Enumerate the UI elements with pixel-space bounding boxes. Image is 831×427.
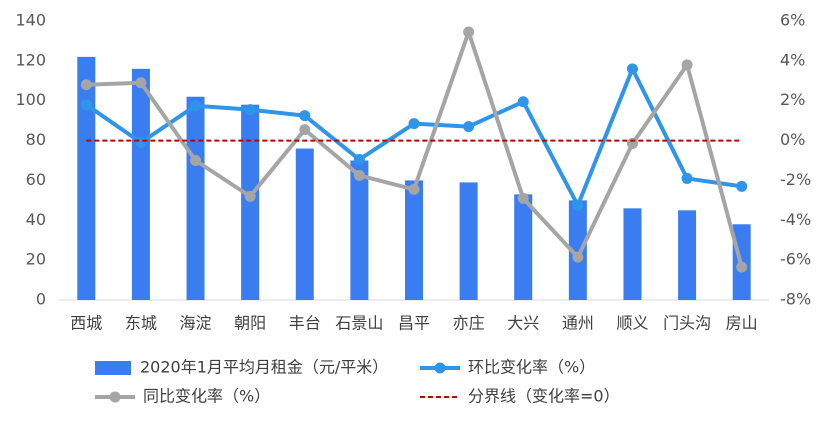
x-tick-label: 石景山 — [335, 314, 383, 333]
point — [353, 154, 365, 166]
y2-tick-label: 4% — [780, 50, 805, 69]
x-tick-label: 丰台 — [289, 314, 321, 333]
point — [135, 137, 147, 149]
bar — [241, 104, 260, 300]
x-tick-label: 朝阳 — [234, 314, 266, 333]
point — [681, 172, 693, 184]
point — [408, 118, 420, 130]
y-tick-label: 120 — [15, 50, 46, 69]
y2-tick-label: -8% — [780, 290, 811, 309]
bar — [77, 56, 96, 300]
y2-tick-label: 2% — [780, 90, 805, 109]
bar — [405, 180, 423, 300]
point — [517, 192, 529, 204]
x-tick-label: 昌平 — [398, 314, 430, 333]
legend-label: 环比变化率（%） — [468, 358, 595, 377]
x-tick-label: 大兴 — [507, 314, 539, 333]
legend-swatch — [95, 361, 131, 375]
x-tick-label: 西城 — [70, 314, 102, 333]
legend-swatch — [434, 362, 446, 374]
bar — [623, 208, 642, 300]
bar — [186, 96, 205, 300]
point — [190, 155, 202, 166]
bar — [459, 182, 478, 300]
y-tick-label: 20 — [26, 250, 46, 269]
bar — [131, 68, 150, 300]
legend-label: 同比变化率（%） — [143, 387, 270, 406]
point — [190, 100, 202, 112]
bar — [350, 160, 369, 300]
y-tick-label: 80 — [26, 130, 46, 149]
x-tick-label: 通州 — [562, 314, 594, 333]
point — [736, 180, 748, 192]
point — [244, 190, 256, 202]
x-tick-label: 海淀 — [180, 314, 212, 333]
legend-label: 分界线（变化率=0） — [468, 387, 620, 406]
y2-tick-label: 0% — [780, 130, 805, 149]
point — [463, 121, 475, 133]
bar — [678, 210, 697, 300]
x-tick-label: 门头沟 — [663, 314, 711, 333]
y2-tick-label: 6% — [780, 11, 805, 30]
y2-tick-label: -4% — [780, 210, 811, 229]
legend-swatch — [109, 391, 121, 403]
point — [244, 104, 256, 116]
bar — [295, 148, 314, 300]
bar — [514, 194, 533, 300]
y2-tick-label: -2% — [780, 170, 811, 189]
y-tick-label: 60 — [26, 170, 46, 189]
point — [135, 77, 147, 89]
y-tick-label: 140 — [15, 11, 46, 30]
x-tick-label: 亦庄 — [453, 314, 485, 333]
point — [80, 99, 92, 111]
bar — [568, 200, 587, 300]
y-tick-label: 0 — [36, 290, 46, 309]
point — [626, 63, 638, 75]
y2-tick-label: -6% — [780, 250, 811, 269]
point — [80, 79, 92, 91]
point — [517, 96, 529, 108]
x-tick-label: 顺义 — [616, 314, 648, 333]
point — [572, 251, 584, 263]
point — [681, 59, 693, 71]
point — [299, 110, 311, 122]
point — [408, 183, 420, 195]
y-tick-label: 40 — [26, 210, 46, 229]
legend-label: 2020年1月平均月租金（元/平米） — [140, 358, 388, 377]
point — [572, 199, 584, 211]
point — [299, 124, 311, 136]
y-tick-label: 100 — [15, 90, 46, 109]
point — [353, 169, 365, 181]
x-tick-label: 房山 — [726, 314, 758, 333]
point — [736, 261, 748, 273]
point — [463, 26, 475, 38]
x-tick-label: 东城 — [125, 314, 157, 333]
